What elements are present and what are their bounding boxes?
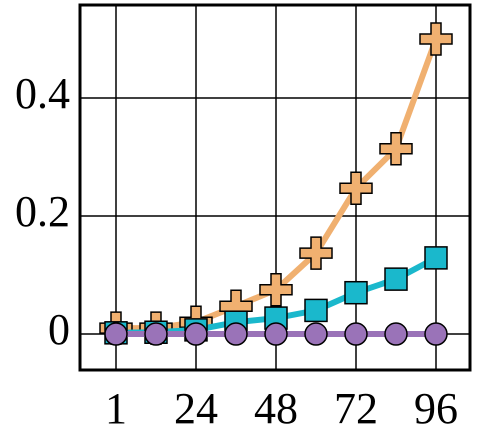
x-tick-label: 1 — [105, 384, 127, 433]
marker — [339, 171, 373, 206]
marker — [224, 322, 248, 346]
marker — [344, 322, 368, 346]
y-tick-label: 0.4 — [15, 69, 70, 118]
marker — [299, 236, 333, 270]
x-tick-label: 24 — [174, 384, 218, 433]
marker — [384, 267, 408, 291]
marker — [304, 298, 328, 323]
marker — [424, 246, 448, 270]
y-tick-label: 0 — [48, 305, 70, 354]
marker — [259, 273, 293, 307]
marker — [104, 322, 128, 346]
marker — [379, 131, 413, 166]
x-tick-label: 96 — [414, 384, 458, 433]
marker — [144, 322, 168, 346]
marker — [419, 22, 453, 56]
marker — [264, 322, 288, 346]
y-tick-label: 0.2 — [15, 187, 70, 236]
marker — [304, 322, 328, 346]
marker — [344, 280, 368, 305]
x-tick-label: 72 — [334, 384, 378, 433]
x-tick-label: 48 — [254, 384, 298, 433]
marker — [184, 322, 208, 346]
marker — [384, 322, 408, 346]
marker — [424, 322, 448, 346]
plot-frame — [78, 3, 472, 372]
